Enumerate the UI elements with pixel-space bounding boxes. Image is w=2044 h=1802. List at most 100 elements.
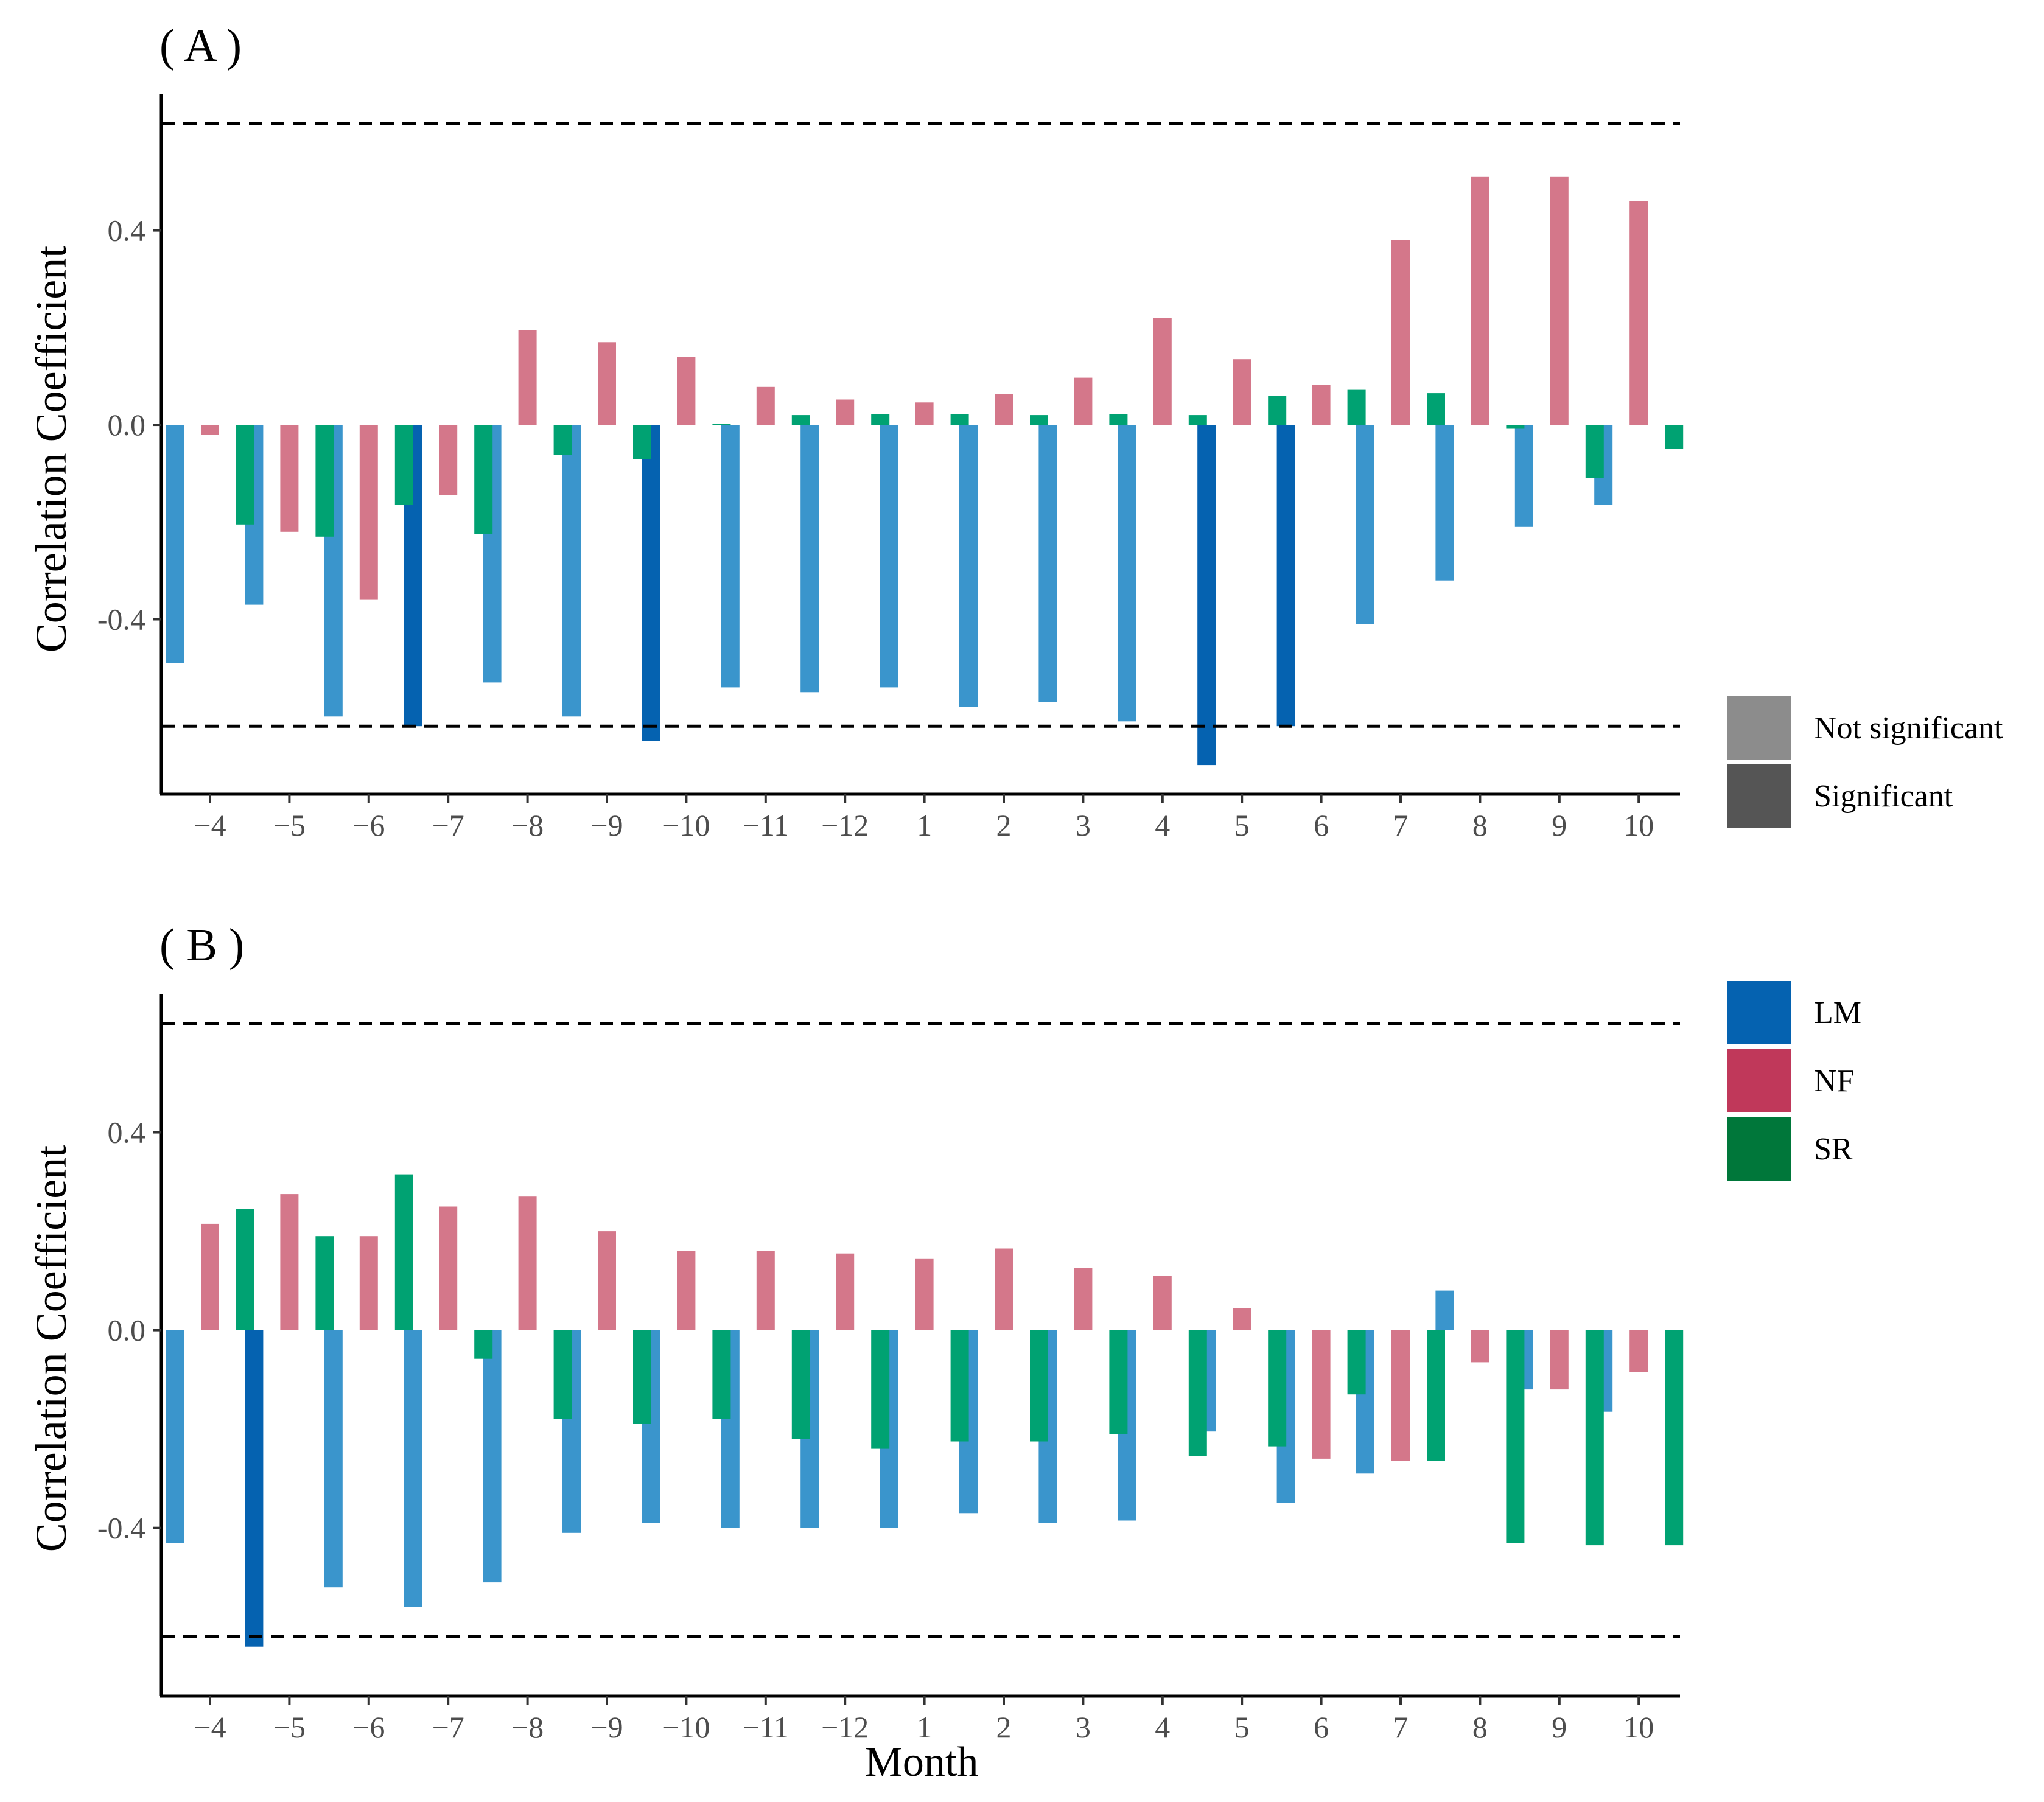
panel-a-significance-lines	[161, 122, 1680, 728]
bar-sr-3	[474, 425, 493, 534]
x-tick-label: 10	[1623, 808, 1654, 842]
bar-nf-7	[756, 386, 775, 425]
y-tick-label: 0.4	[108, 1116, 146, 1150]
bar-nf-3	[439, 1206, 458, 1330]
bar-nf-0	[201, 425, 219, 435]
x-tick-label: 6	[1314, 808, 1329, 842]
x-tick-label: 9	[1552, 1710, 1567, 1744]
bar-sr-0	[236, 425, 254, 525]
legend-key-sr	[1727, 1117, 1791, 1181]
x-tick-label: 8	[1472, 808, 1488, 842]
bar-lm-15	[1356, 425, 1374, 624]
legend-key-lm	[1727, 981, 1791, 1044]
bar-sr-11	[1109, 1330, 1128, 1434]
x-tick-label: −8	[511, 808, 544, 842]
bar-sr-9	[950, 1330, 969, 1442]
x-tick-label: 1	[917, 808, 932, 842]
bar-lm-13	[1197, 425, 1216, 766]
panel-b-significance-lines	[161, 1022, 1680, 1638]
panel-a-label: ( A )	[159, 20, 242, 71]
x-tick-label: 4	[1155, 1710, 1170, 1744]
panel-b-bars	[166, 1174, 1684, 1647]
bar-sr-1	[315, 425, 334, 537]
bar-sr-6	[712, 1330, 731, 1419]
bar-nf-0	[201, 1223, 219, 1330]
bar-sr-7	[791, 1330, 810, 1439]
bar-lm-3	[404, 1330, 422, 1607]
bar-nf-17	[1550, 176, 1569, 425]
bar-nf-2	[359, 1236, 378, 1330]
bar-nf-15	[1391, 1330, 1410, 1461]
bar-nf-9	[915, 1258, 934, 1330]
x-tick-label: −7	[432, 808, 464, 842]
bar-nf-15	[1391, 240, 1410, 425]
legend-label-nf: NF	[1814, 1064, 1854, 1098]
bar-nf-3	[439, 425, 458, 495]
bar-sr-18	[1665, 1330, 1684, 1546]
x-tick-label: −9	[590, 1710, 623, 1744]
x-tick-label: 3	[1076, 808, 1091, 842]
x-tick-label: 1	[917, 1710, 932, 1744]
y-tick-label: 0.0	[108, 1313, 146, 1347]
legend-key-not-significant	[1727, 696, 1791, 760]
bar-sr-3	[474, 1330, 493, 1359]
y-tick-label: -0.4	[97, 602, 145, 637]
x-tick-label: 6	[1314, 1710, 1329, 1744]
bar-nf-8	[836, 399, 855, 425]
bar-lm-9	[880, 425, 898, 688]
bar-nf-1	[280, 1194, 299, 1330]
bar-nf-5	[598, 1231, 616, 1330]
panel-a-axes: 0.4 0.0 -0.4 −4 −5 −6 −7 −8 −9 −10 −11 −12 1 2 3 4 5 6 7 8 9…	[97, 94, 1680, 842]
bar-sr-15	[1427, 393, 1445, 425]
panel-b-axes: 0.4 0.0 -0.4 −4 −5 −6 −7 −8 −9 −10 −11 −12 1 2 3 4 5 6 7 8 9…	[97, 994, 1680, 1744]
bar-nf-11	[1074, 1268, 1093, 1330]
x-tick-label: 2	[996, 1710, 1012, 1744]
bar-sr-12	[1188, 415, 1207, 425]
bar-nf-18	[1629, 1330, 1648, 1372]
x-tick-label: 2	[996, 808, 1012, 842]
x-tick-label: −10	[662, 1710, 710, 1744]
y-tick-label: 0.4	[108, 214, 146, 248]
x-tick-label: 5	[1234, 1710, 1250, 1744]
x-tick-label: −9	[590, 808, 623, 842]
bar-nf-1	[280, 425, 299, 532]
bar-nf-10	[995, 1248, 1013, 1330]
x-tick-label: 8	[1472, 1710, 1488, 1744]
bar-lm-0	[166, 425, 184, 663]
x-tick-label: 5	[1234, 808, 1250, 842]
x-tick-label: −4	[194, 808, 226, 842]
legend-label-not-significant: Not significant	[1814, 711, 2003, 746]
bar-sr-2	[394, 1174, 413, 1330]
bar-sr-14	[1347, 1330, 1366, 1395]
bar-sr-12	[1188, 1330, 1207, 1456]
bar-sr-5	[633, 1330, 651, 1424]
bar-sr-2	[394, 425, 413, 505]
legend-series: LM NF SR	[1727, 981, 1861, 1181]
bar-sr-15	[1427, 1330, 1445, 1461]
bar-lm-16	[1435, 425, 1454, 581]
bar-lm-5	[562, 425, 581, 717]
panel-b: ( B ) Correlation Coefficient Month 0.40…	[27, 920, 1684, 1786]
bar-lm-12	[1118, 425, 1136, 722]
bar-nf-16	[1471, 1330, 1489, 1363]
bar-sr-5	[633, 425, 651, 459]
x-tick-label: −5	[273, 1710, 306, 1744]
bar-sr-4	[553, 425, 572, 455]
bar-lm-16	[1435, 1290, 1454, 1330]
bar-sr-6	[712, 424, 731, 425]
bar-sr-11	[1109, 414, 1128, 425]
bar-sr-17	[1585, 425, 1604, 478]
x-tick-label: −11	[743, 808, 789, 842]
bar-lm-7	[721, 425, 740, 688]
bar-sr-16	[1506, 425, 1525, 429]
panel-b-label: ( B )	[159, 920, 244, 971]
y-tick-label: -0.4	[97, 1511, 145, 1545]
bar-nf-4	[518, 330, 537, 425]
bar-sr-8	[871, 1330, 890, 1449]
bar-nf-12	[1153, 318, 1172, 425]
bar-nf-14	[1312, 385, 1331, 425]
bar-nf-18	[1629, 201, 1648, 425]
legend-label-lm: LM	[1814, 996, 1861, 1030]
bar-sr-0	[236, 1209, 254, 1330]
